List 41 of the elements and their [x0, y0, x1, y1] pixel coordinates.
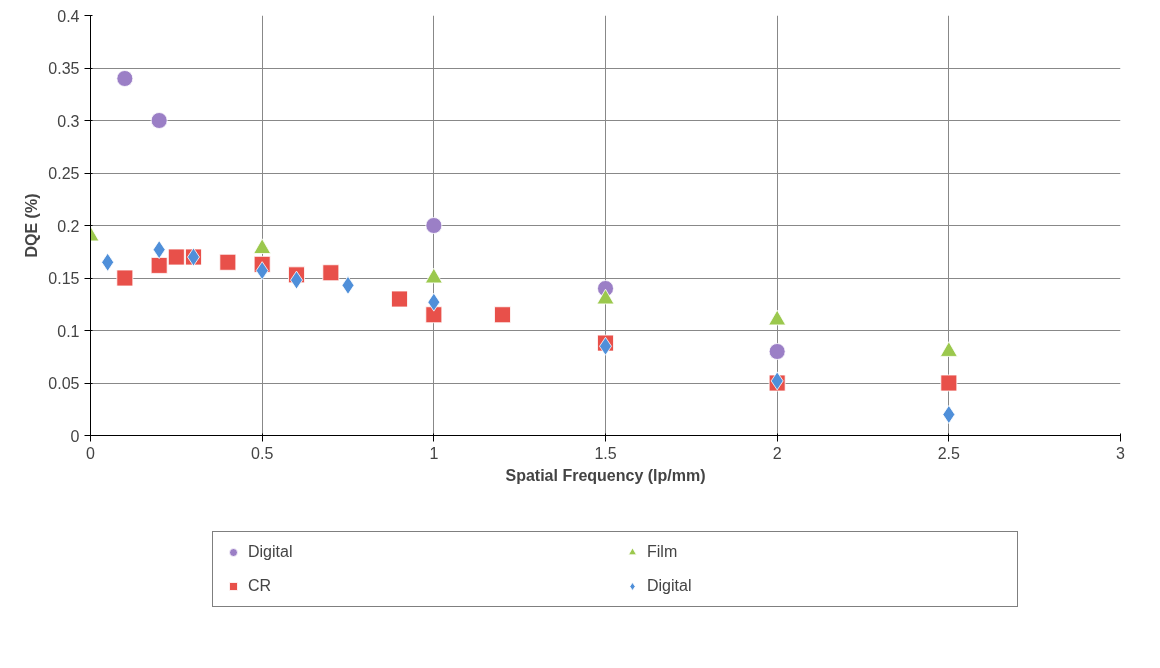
x-axis-title: Spatial Frequency (lp/mm): [505, 466, 706, 484]
x-tick-label: 2.5: [937, 444, 961, 462]
y-tick-label: 0.3: [57, 112, 80, 130]
x-tick-label: 1.5: [594, 444, 617, 462]
x-tick-label: 0.5: [251, 444, 274, 462]
point: [167, 248, 185, 266]
point: [768, 343, 786, 360]
point: [101, 252, 115, 272]
point: [391, 290, 408, 308]
x-tick-label: 1: [429, 444, 439, 462]
legend-label: CR: [248, 577, 273, 595]
point: [322, 264, 340, 282]
legend-label: Digital: [248, 543, 294, 561]
y-tick-label: 0.05: [48, 375, 80, 392]
x-tick-label: 3: [1116, 444, 1126, 462]
y-tick-label: 0.35: [48, 60, 80, 77]
point: [425, 306, 443, 324]
legend-label: Digital: [647, 577, 693, 595]
point: [255, 261, 269, 281]
point: [427, 292, 441, 312]
point: [150, 257, 168, 274]
point: [341, 275, 355, 295]
x-tick-label: 0: [86, 444, 96, 462]
y-tick-label: 0.4: [57, 7, 80, 25]
point: [942, 405, 956, 424]
point: [152, 240, 166, 260]
x-tick-label: 2: [772, 444, 782, 462]
y-axis-title: DQE (%): [23, 193, 41, 258]
point: [219, 253, 237, 271]
y-tick-label: 0.25: [48, 165, 80, 182]
point: [940, 374, 958, 392]
point: [494, 306, 511, 324]
point: [116, 70, 134, 87]
legend-label: Film: [647, 543, 679, 561]
point: [425, 217, 443, 234]
y-tick-label: 0.2: [57, 217, 80, 235]
y-tick-label: 0.1: [57, 322, 80, 340]
point: [116, 269, 134, 287]
y-tick-label: 0.15: [48, 270, 80, 287]
y-tick-label: 0: [70, 427, 80, 445]
point: [150, 112, 168, 129]
